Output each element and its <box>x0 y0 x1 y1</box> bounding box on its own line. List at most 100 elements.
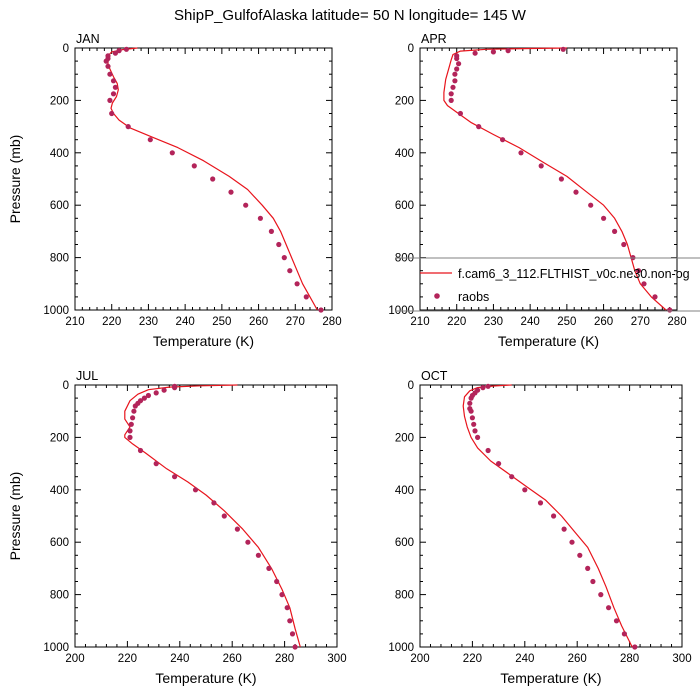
obs-point <box>107 97 113 103</box>
obs-point <box>472 50 478 56</box>
obs-point <box>131 408 137 414</box>
obs-point <box>279 592 285 598</box>
panel-label: OCT <box>421 369 448 383</box>
figure-title: ShipP_GulfofAlaska latitude= 50 N longit… <box>174 7 527 24</box>
x-tick-label: 250 <box>212 316 231 328</box>
x-tick-label: 270 <box>286 316 305 328</box>
obs-point <box>303 294 309 300</box>
obs-point <box>161 387 167 393</box>
legend-obs-label: raobs <box>458 290 489 304</box>
x-tick-label: 200 <box>410 653 429 665</box>
obs-point <box>485 447 491 454</box>
x-axis-label: Temperature (K) <box>498 333 599 349</box>
legend: f.cam6_3_112.FLTHIST_v0c.ne30.non-og rao… <box>395 257 700 312</box>
obs-point <box>452 71 458 77</box>
y-tick-label: 0 <box>63 380 69 392</box>
legend-model-label: f.cam6_3_112.FLTHIST_v0c.ne30.non-og <box>458 267 690 281</box>
obs-point <box>641 281 647 287</box>
obs-point <box>613 618 620 624</box>
panel-apr: 210 220 230 240 250 260 270 2800200400600800100… <box>388 32 686 349</box>
x-axis-label: Temperature (K) <box>155 670 256 686</box>
obs-point <box>598 592 604 598</box>
obs-point <box>128 421 134 427</box>
obs-point <box>468 395 474 401</box>
obs-point <box>123 46 129 52</box>
obs-point <box>551 513 557 519</box>
obs-point <box>496 461 502 467</box>
obs-point <box>448 97 454 103</box>
obs-point <box>116 48 122 54</box>
obs-point <box>103 58 109 64</box>
obs-point <box>234 526 240 532</box>
y-tick-label: 0 <box>63 43 69 55</box>
obs-point <box>210 176 216 182</box>
obs-point <box>472 428 478 434</box>
x-tick-label: 220 <box>102 316 121 328</box>
obs-point <box>538 163 544 169</box>
y-tick-label: 600 <box>395 200 414 212</box>
obs-point <box>172 385 178 391</box>
obs-point <box>621 241 627 248</box>
y-tick-label: 200 <box>395 432 414 444</box>
obs-point <box>456 61 462 67</box>
obs-point <box>454 55 460 62</box>
obs-point <box>606 605 612 611</box>
obs-point <box>560 46 566 52</box>
obs-point <box>109 110 115 117</box>
obs-point <box>632 644 638 650</box>
obs-point <box>107 71 113 77</box>
panel-jul: 200 220 240 260 280 300 0 200 400 600 800 1000 JUL Te… <box>7 369 347 686</box>
obs-point <box>318 307 324 313</box>
obs-point <box>635 268 642 274</box>
x-tick-label: 270 <box>631 316 650 328</box>
obs-point <box>137 447 144 454</box>
obs-point <box>268 228 274 234</box>
y-tick-label: 800 <box>50 253 69 265</box>
x-tick-label: 260 <box>568 653 587 665</box>
obs-point <box>145 392 151 399</box>
legend-obs-marker <box>434 293 440 299</box>
obs-point <box>667 307 673 313</box>
obs-point <box>480 385 486 391</box>
y-tick-label: 200 <box>50 432 69 444</box>
panels: 210 220 230 240 250 260 270 280 0 200 400 600 800 100… <box>7 32 692 686</box>
obs-point <box>221 513 227 519</box>
x-tick-label: 250 <box>557 316 576 328</box>
obs-point <box>257 215 263 221</box>
obs-point <box>132 403 138 409</box>
y-tick-label: 600 <box>50 537 69 549</box>
obs-point <box>172 474 178 480</box>
obs-point <box>509 474 515 480</box>
obs-point <box>110 78 117 84</box>
obs-point <box>471 421 477 427</box>
obs-point <box>573 189 579 195</box>
y-tick-label: 600 <box>50 200 69 212</box>
y-tick-label: 400 <box>50 148 69 160</box>
x-tick-label: 220 <box>447 316 466 328</box>
obs-point <box>292 644 298 650</box>
obs-point <box>281 255 287 261</box>
obs-point <box>621 631 628 637</box>
obs-point <box>485 383 491 389</box>
x-tick-label: 210 <box>65 316 84 328</box>
x-tick-label: 220 <box>118 653 137 665</box>
x-tick-label: 210 <box>410 316 429 328</box>
obs-point <box>585 565 591 572</box>
obs-point <box>266 565 272 572</box>
obs-point <box>276 241 282 248</box>
obs-point <box>500 137 506 143</box>
obs-point <box>590 578 596 585</box>
y-tick-label: 200 <box>50 95 69 107</box>
x-tick-label: 240 <box>515 653 534 665</box>
obs-point <box>287 618 293 624</box>
obs-point <box>274 578 280 585</box>
obs-point <box>110 91 117 97</box>
obs-point <box>467 400 473 406</box>
x-tick-label: 280 <box>275 653 294 665</box>
obs-point <box>652 294 658 300</box>
x-tick-label: 280 <box>667 316 686 328</box>
x-tick-label: 280 <box>620 653 639 665</box>
panel-label: APR <box>421 32 447 46</box>
model-line <box>462 384 633 648</box>
